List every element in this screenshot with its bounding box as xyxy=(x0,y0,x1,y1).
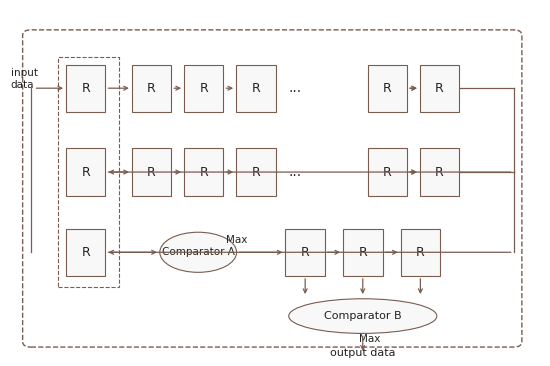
FancyBboxPatch shape xyxy=(368,148,407,196)
FancyBboxPatch shape xyxy=(23,30,522,347)
Text: R: R xyxy=(81,82,90,95)
Text: R: R xyxy=(435,165,444,179)
FancyBboxPatch shape xyxy=(420,64,459,112)
FancyBboxPatch shape xyxy=(368,64,407,112)
Text: R: R xyxy=(416,246,425,259)
Text: R: R xyxy=(435,82,444,95)
FancyBboxPatch shape xyxy=(236,64,276,112)
FancyBboxPatch shape xyxy=(66,64,106,112)
FancyBboxPatch shape xyxy=(400,229,440,276)
Text: R: R xyxy=(81,165,90,179)
FancyBboxPatch shape xyxy=(132,64,171,112)
Text: input
data: input data xyxy=(10,68,37,90)
FancyBboxPatch shape xyxy=(236,148,276,196)
FancyBboxPatch shape xyxy=(132,148,171,196)
Ellipse shape xyxy=(289,299,437,333)
Text: R: R xyxy=(383,82,392,95)
Text: R: R xyxy=(359,246,367,259)
Text: R: R xyxy=(199,82,208,95)
Text: output data: output data xyxy=(330,348,395,358)
Text: R: R xyxy=(199,165,208,179)
FancyBboxPatch shape xyxy=(184,64,223,112)
FancyBboxPatch shape xyxy=(66,229,106,276)
FancyBboxPatch shape xyxy=(285,229,325,276)
Text: Comparator A: Comparator A xyxy=(162,247,235,257)
Text: ...: ... xyxy=(289,81,302,95)
FancyBboxPatch shape xyxy=(343,229,383,276)
Text: Max: Max xyxy=(226,235,248,245)
Text: R: R xyxy=(383,165,392,179)
Text: R: R xyxy=(251,165,260,179)
Text: R: R xyxy=(81,246,90,259)
Text: ...: ... xyxy=(289,165,302,179)
Text: R: R xyxy=(301,246,310,259)
Ellipse shape xyxy=(160,232,236,272)
Text: Comparator B: Comparator B xyxy=(324,311,402,321)
FancyBboxPatch shape xyxy=(420,148,459,196)
FancyBboxPatch shape xyxy=(184,148,223,196)
FancyBboxPatch shape xyxy=(66,148,106,196)
Text: R: R xyxy=(251,82,260,95)
Text: Max: Max xyxy=(359,333,381,344)
Text: R: R xyxy=(147,165,156,179)
Text: R: R xyxy=(147,82,156,95)
